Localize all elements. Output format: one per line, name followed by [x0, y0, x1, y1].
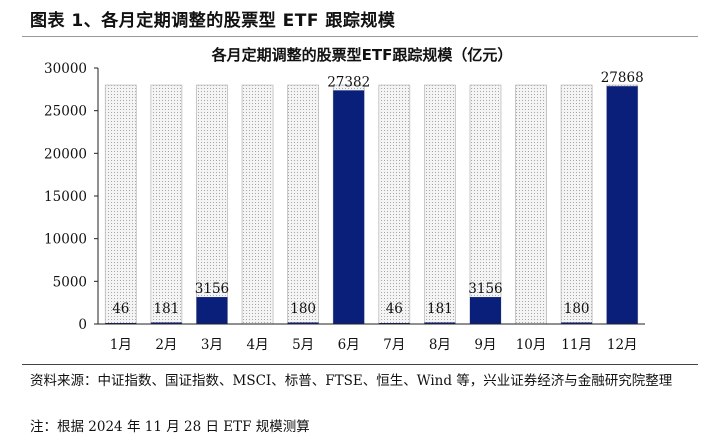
x-axis: 1月 2月 3月 4月 5月 6月 7月 8月 9月 10月 11月 12月: [98, 323, 645, 353]
source-note: 资料来源：中证指数、国证指数、MSCI、标普、FTSE、恒生、Wind 等，兴业…: [30, 373, 673, 389]
y-tick-label: 5000: [53, 274, 87, 290]
background-bar: [560, 84, 593, 325]
value-bar: [287, 322, 319, 324]
top-rule: [22, 36, 698, 37]
x-tick-label: 5月: [292, 337, 314, 353]
x-tick-label: 9月: [474, 337, 496, 353]
bars-group: 46 181 3156 180 27382 46 181 3156 180 27868: [104, 70, 644, 325]
value-bar: [606, 86, 638, 324]
x-tick-label: 7月: [383, 337, 405, 353]
value-bar: [333, 90, 365, 324]
x-tick-label: 6月: [338, 337, 360, 353]
data-label: 180: [564, 301, 590, 317]
data-label: 27868: [601, 70, 644, 86]
x-tick-label: 8月: [429, 337, 451, 353]
x-tick-label: 4月: [246, 337, 268, 353]
x-tick-label: 2月: [155, 337, 177, 353]
background-bar: [515, 84, 547, 325]
y-tick-label: 10000: [44, 232, 87, 248]
y-axis: 0 5000 10000 15000 20000 25000 30000: [44, 61, 99, 333]
data-label: 3156: [468, 281, 502, 297]
data-label: 27382: [327, 74, 370, 90]
data-label: 3156: [195, 281, 229, 297]
bottom-rule: [22, 364, 698, 365]
bar-chart: 各月定期调整的股票型ETF跟踪规模（亿元） 0 5000 10000 15000 200…: [44, 46, 645, 353]
background-bar: [378, 84, 411, 325]
x-tick-label: 10月: [516, 337, 547, 353]
y-tick-label: 25000: [44, 104, 87, 120]
data-label: 181: [153, 301, 179, 317]
background-bar: [104, 84, 137, 325]
data-label: 46: [112, 301, 129, 317]
data-label: 46: [386, 301, 403, 317]
background-bar: [196, 84, 228, 325]
y-tick-label: 30000: [44, 61, 87, 77]
value-bar: [150, 322, 182, 324]
background-bar: [287, 84, 320, 325]
y-tick-label: 0: [78, 317, 87, 333]
x-tick-label: 11月: [561, 337, 592, 353]
background-bar: [423, 84, 456, 325]
x-tick-label: 3月: [201, 337, 223, 353]
background-bar: [469, 84, 502, 325]
y-tick-label: 20000: [44, 146, 87, 162]
figure-title: 图表 1、各月定期调整的股票型 ETF 跟踪规模: [30, 11, 396, 31]
value-bar: [196, 297, 228, 324]
value-bar: [424, 322, 456, 324]
y-tick-label: 15000: [44, 189, 87, 205]
value-bar: [561, 322, 593, 324]
data-label: 180: [290, 301, 316, 317]
background-bar: [150, 84, 183, 325]
x-tick-label: 1月: [110, 337, 132, 353]
x-tick-label: 12月: [607, 337, 638, 353]
data-label: 181: [427, 301, 453, 317]
background-bar: [241, 84, 274, 325]
value-bar: [469, 297, 501, 324]
footnote: 注：根据 2024 年 11 月 28 日 ETF 规模测算: [30, 419, 310, 435]
chart-title: 各月定期调整的股票型ETF跟踪规模（亿元）: [211, 46, 513, 64]
